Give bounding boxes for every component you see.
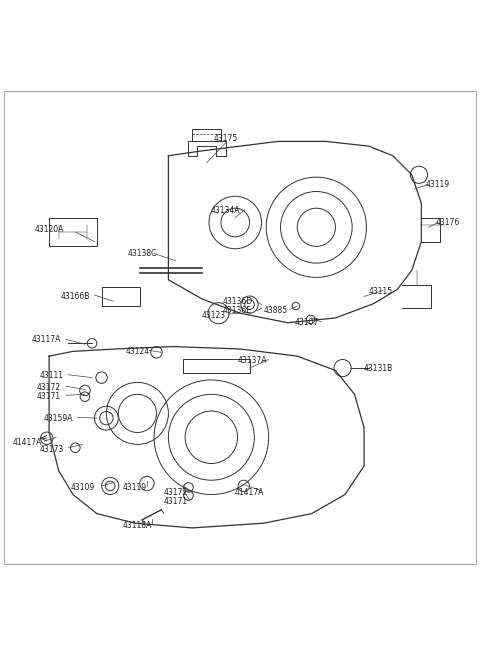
Text: 43136E: 43136E [223, 307, 252, 315]
Text: 43175: 43175 [214, 134, 238, 143]
Text: 43176: 43176 [435, 218, 460, 227]
Text: 43131B: 43131B [364, 364, 393, 373]
Text: 43166B: 43166B [60, 292, 90, 301]
Text: 43119: 43119 [426, 180, 450, 189]
Text: 43124: 43124 [125, 347, 149, 356]
Text: 43172: 43172 [37, 383, 61, 392]
Text: 43115: 43115 [369, 287, 393, 296]
Text: 43138C: 43138C [128, 249, 157, 258]
Text: 43159A: 43159A [44, 414, 73, 422]
Text: 43117A: 43117A [32, 335, 61, 344]
Text: 43111: 43111 [39, 371, 63, 380]
Text: 43136D: 43136D [223, 297, 252, 306]
Text: 43118A: 43118A [123, 521, 152, 530]
Text: 43885: 43885 [264, 307, 288, 315]
Text: 43123: 43123 [202, 311, 226, 320]
Text: 43171: 43171 [37, 392, 61, 402]
Text: 41417A: 41417A [235, 487, 264, 496]
Text: 43137A: 43137A [237, 356, 267, 365]
Text: 43171: 43171 [164, 497, 188, 506]
Text: 41417A: 41417A [13, 438, 42, 447]
Text: 43109: 43109 [71, 483, 95, 492]
Text: 43120A: 43120A [35, 225, 64, 234]
Text: 43134A: 43134A [211, 206, 240, 215]
Text: 43172: 43172 [164, 487, 188, 496]
Text: 43173: 43173 [39, 445, 64, 454]
Text: 43107: 43107 [295, 318, 319, 328]
Text: 43119: 43119 [123, 483, 147, 492]
